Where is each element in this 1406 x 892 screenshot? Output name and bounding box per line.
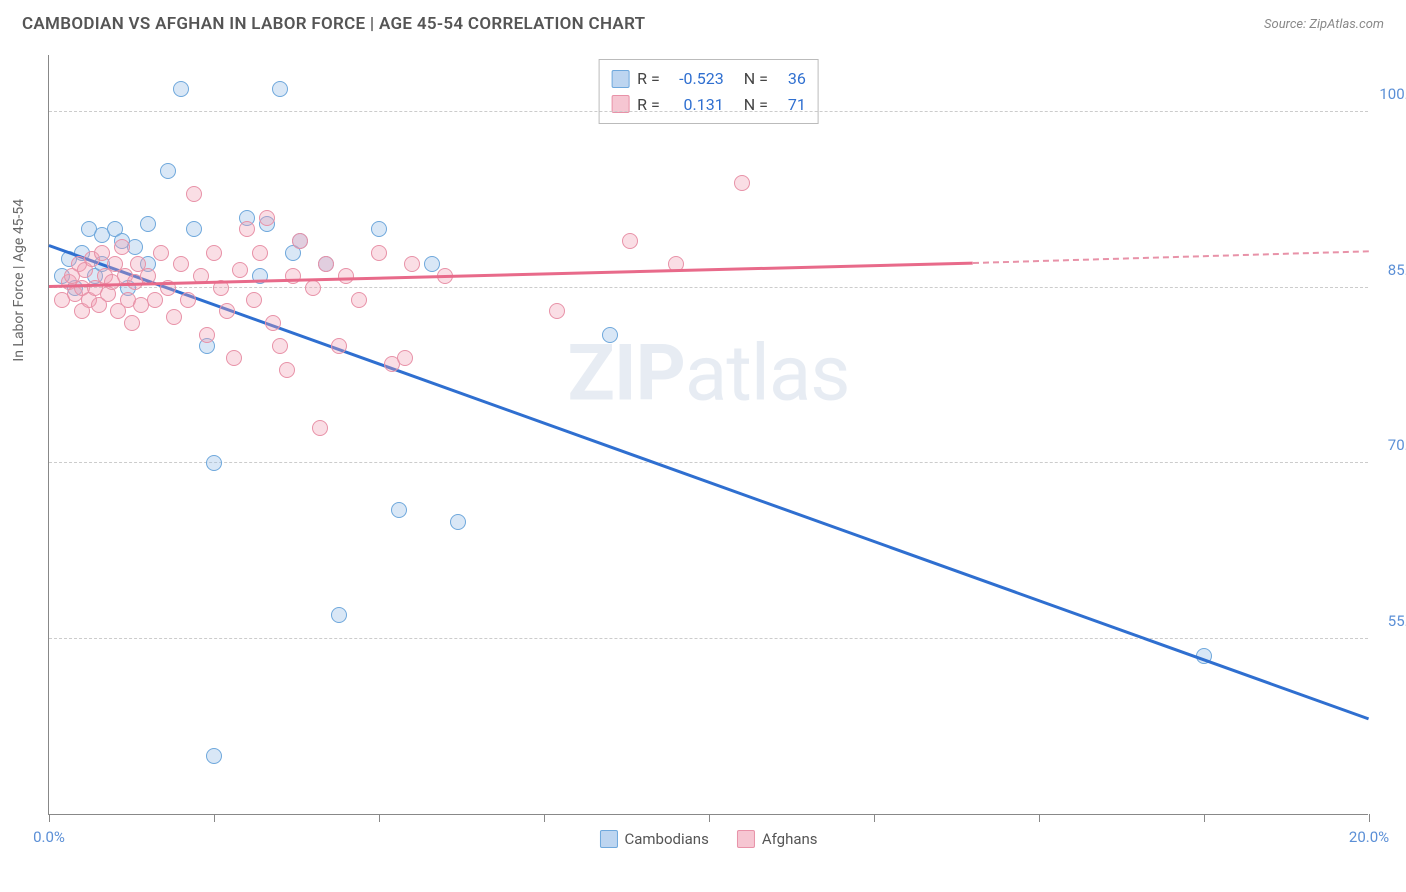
trend-line-extrapolated: [973, 251, 1369, 265]
data-point: [160, 163, 176, 179]
data-point: [391, 502, 407, 518]
data-point: [622, 233, 638, 249]
data-point: [272, 81, 288, 97]
chart-title: CAMBODIAN VS AFGHAN IN LABOR FORCE | AGE…: [22, 14, 645, 34]
trend-line: [49, 245, 1370, 721]
data-point: [397, 350, 413, 366]
gridline-h: [49, 111, 1368, 112]
data-point: [180, 292, 196, 308]
data-point: [173, 81, 189, 97]
header: CAMBODIAN VS AFGHAN IN LABOR FORCE | AGE…: [0, 0, 1406, 44]
data-point: [424, 256, 440, 272]
data-point: [331, 607, 347, 623]
data-point: [186, 221, 202, 237]
data-point: [206, 748, 222, 764]
data-point: [226, 350, 242, 366]
stat-value-r: 0.131: [668, 92, 724, 118]
legend-item: Afghans: [737, 830, 818, 848]
data-point: [166, 309, 182, 325]
x-tick: [214, 814, 215, 822]
watermark-rest: atlas: [685, 328, 850, 419]
data-point: [331, 338, 347, 354]
x-tick: [1039, 814, 1040, 822]
data-point: [338, 268, 354, 284]
stat-value-n: 71: [776, 92, 806, 118]
gridline-h: [49, 638, 1368, 639]
stats-row: R = -0.523 N = 36: [611, 66, 806, 92]
data-point: [252, 245, 268, 261]
gridline-h: [49, 462, 1368, 463]
data-point: [285, 268, 301, 284]
x-tick-label: 0.0%: [33, 828, 65, 846]
data-point: [292, 233, 308, 249]
y-axis-label: In Labor Force | Age 45-54: [11, 198, 27, 361]
x-tick: [709, 814, 710, 822]
data-point: [371, 245, 387, 261]
data-point: [305, 280, 321, 296]
data-point: [279, 362, 295, 378]
stats-row: R = 0.131 N = 71: [611, 92, 806, 118]
data-point: [265, 315, 281, 331]
stat-label-r: R =: [637, 66, 660, 92]
legend-swatch: [611, 70, 629, 88]
y-tick-label: 70.0%: [1373, 436, 1406, 454]
y-tick-label: 85.0%: [1373, 261, 1406, 279]
stat-label-n: N =: [744, 92, 768, 118]
legend-label: Afghans: [762, 830, 818, 848]
data-point: [94, 245, 110, 261]
stat-label-r: R =: [637, 92, 660, 118]
legend-label: Cambodians: [624, 830, 708, 848]
x-tick: [544, 814, 545, 822]
data-point: [351, 292, 367, 308]
data-point: [124, 315, 140, 331]
data-point: [219, 303, 235, 319]
x-tick: [49, 814, 50, 822]
x-tick: [1204, 814, 1205, 822]
x-tick-label: 20.0%: [1349, 828, 1389, 846]
data-point: [312, 420, 328, 436]
data-point: [114, 239, 130, 255]
gridline-h: [49, 287, 1368, 288]
watermark-bold: ZIP: [567, 328, 684, 419]
legend-swatch: [599, 830, 617, 848]
data-point: [140, 216, 156, 232]
data-point: [239, 221, 255, 237]
chart-plot-area: In Labor Force | Age 45-54 ZIPatlas R =-…: [48, 55, 1368, 815]
data-point: [206, 455, 222, 471]
stat-value-n: 36: [776, 66, 806, 92]
legend-swatch: [737, 830, 755, 848]
data-point: [259, 210, 275, 226]
data-point: [549, 303, 565, 319]
data-point: [602, 327, 618, 343]
data-point: [206, 245, 222, 261]
x-tick: [1369, 814, 1370, 822]
y-tick-label: 55.0%: [1373, 612, 1406, 630]
data-point: [147, 292, 163, 308]
data-point: [318, 256, 334, 272]
data-point: [272, 338, 288, 354]
legend: Cambodians Afghans: [599, 830, 817, 848]
data-point: [246, 292, 262, 308]
data-point: [186, 186, 202, 202]
data-point: [199, 327, 215, 343]
stat-label-n: N =: [744, 66, 768, 92]
x-tick: [379, 814, 380, 822]
data-point: [232, 262, 248, 278]
data-point: [404, 256, 420, 272]
data-point: [371, 221, 387, 237]
data-point: [173, 256, 189, 272]
legend-item: Cambodians: [599, 830, 708, 848]
source-attribution: Source: ZipAtlas.com: [1264, 17, 1384, 32]
correlation-stats-box: R = -0.523 N = 36 R = 0.131 N = 71: [598, 59, 819, 124]
data-point: [450, 514, 466, 530]
y-tick-label: 100.0%: [1373, 85, 1406, 103]
data-point: [734, 175, 750, 191]
stat-value-r: -0.523: [668, 66, 724, 92]
x-tick: [874, 814, 875, 822]
data-point: [153, 245, 169, 261]
